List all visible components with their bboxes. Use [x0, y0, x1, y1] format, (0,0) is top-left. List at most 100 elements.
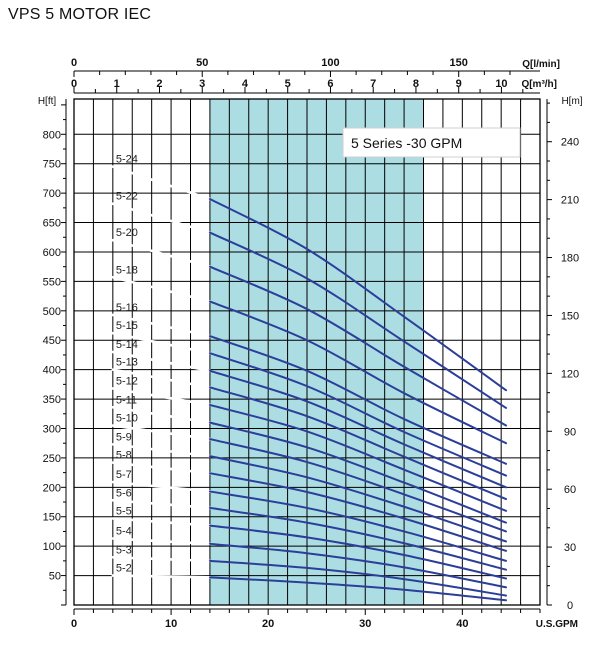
top-m3h-tick-label: 1 — [114, 78, 120, 90]
curve-label-5-18: 5-18 — [116, 264, 138, 276]
curve-5-3 — [208, 559, 508, 597]
curve-5-9 — [208, 455, 508, 543]
curve-5-11 — [208, 421, 508, 524]
curve-lead-in-5-12 — [111, 387, 212, 407]
curve-label-5-4: 5-4 — [116, 526, 132, 538]
curve-lead-in-5-3 — [111, 556, 212, 563]
right-m-unit-label: H[m] — [561, 96, 582, 107]
top-m3h-tick-label: 6 — [327, 78, 333, 90]
curve-5-24 — [208, 198, 508, 392]
curve-5-7 — [208, 490, 508, 562]
right-m-tick-label: 150 — [561, 310, 579, 322]
curve-label-5-10: 5-10 — [116, 413, 138, 425]
left-ft-tick-label: 50 — [49, 571, 61, 583]
top-lpm-unit-label: Q[l/min] — [522, 59, 560, 70]
right-m-tick-label: 60 — [564, 484, 576, 496]
series-annotation-text: 5 Series -30 GPM — [351, 135, 462, 151]
left-ft-tick-label: 600 — [43, 247, 61, 259]
curve-5-16 — [208, 335, 508, 465]
top-m3h-tick-label: 2 — [156, 78, 162, 90]
curve-lead-in-5-18 — [111, 275, 212, 303]
curve-5-15 — [208, 352, 508, 477]
curve-lead-in-5-11 — [111, 406, 212, 424]
recommended-range-band — [209, 99, 424, 605]
series-annotation-box — [342, 127, 521, 158]
curve-5-12 — [208, 403, 508, 512]
curve-label-5-20: 5-20 — [116, 227, 138, 239]
left-ft-unit-label: H[ft] — [38, 96, 57, 107]
plot-border — [73, 98, 541, 606]
top-m3h-tick-label: 9 — [456, 78, 462, 90]
right-m-tick-label: 210 — [561, 195, 579, 207]
top-lpm-tick-label: 50 — [196, 57, 208, 69]
top-m3h-tick-label: 7 — [370, 78, 376, 90]
top-m3h-tick-label: 3 — [199, 78, 205, 90]
curve-lead-in-5-2 — [111, 574, 212, 579]
top-m3h-tick-label: 4 — [242, 78, 249, 90]
curve-label-5-2: 5-2 — [116, 563, 132, 575]
curve-lead-in-5-20 — [111, 238, 212, 268]
curve-lead-in-5-15 — [111, 331, 212, 355]
curve-lead-in-5-5 — [111, 517, 212, 527]
curve-label-5-7: 5-7 — [116, 469, 132, 481]
top-lpm-tick-label: 100 — [321, 57, 339, 69]
right-m-tick-label: 180 — [561, 253, 579, 265]
bottom-gpm-tick-label: 0 — [71, 618, 77, 630]
top-lpm-tick-label: 0 — [71, 57, 77, 69]
right-m-tick-label: 120 — [561, 368, 579, 380]
bottom-gpm-tick-label: 40 — [456, 618, 468, 630]
left-ft-tick-label: 800 — [43, 129, 61, 141]
right-m-tick-label: 0 — [567, 600, 573, 612]
curve-lead-in-5-7 — [111, 480, 212, 493]
left-ft-tick-label: 150 — [43, 512, 61, 524]
left-ft-tick-label: 350 — [43, 394, 61, 406]
curve-label-5-9: 5-9 — [116, 431, 132, 443]
curves-group — [111, 165, 508, 602]
axis-ticks-group: 0 50 100 150 Q[l/min] 0 1 2 3 4 5 6 7 8 9 10 Q[m³/h] 0 10 2… — [38, 57, 583, 630]
curve-label-5-14: 5-14 — [116, 339, 138, 351]
curve-lead-in-5-10 — [111, 424, 212, 441]
curve-label-5-3: 5-3 — [116, 544, 132, 556]
recommended-band — [209, 99, 424, 605]
left-ft-tick-label: 200 — [43, 482, 61, 494]
curve-5-10 — [208, 438, 508, 533]
top-lpm-tick-label: 150 — [450, 57, 468, 69]
curve-5-2 — [208, 576, 508, 602]
curve-labels-group: 5-2 5-3 5-4 5-5 5-6 5-7 5-8 5-9 5-10 5-11 5-12 5-13… — [116, 154, 138, 575]
bottom-gpm-tick-label: 30 — [359, 618, 371, 630]
plot-frame — [73, 98, 541, 606]
curve-lead-in-5-24 — [111, 165, 212, 201]
top-m3h-tick-label: 0 — [71, 78, 77, 90]
bottom-gpm-tick-label: 20 — [262, 618, 274, 630]
curve-lead-in-5-4 — [111, 537, 212, 546]
curve-lead-in-5-9 — [111, 443, 212, 458]
left-ft-tick-label: 500 — [43, 306, 61, 318]
curve-5-4 — [208, 542, 508, 589]
left-ft-tick-label: 750 — [43, 159, 61, 171]
curve-lead-in-5-6 — [111, 498, 212, 510]
left-ft-tick-label: 400 — [43, 365, 61, 377]
curve-5-13 — [208, 386, 508, 501]
curve-label-5-6: 5-6 — [116, 487, 132, 499]
page-title: VPS 5 MOTOR IEC — [8, 6, 152, 23]
left-ft-tick-label: 550 — [43, 276, 61, 288]
right-m-tick-label: 90 — [564, 426, 576, 438]
left-ft-tick-label: 250 — [43, 453, 61, 465]
left-ft-tick-label: 300 — [43, 423, 61, 435]
curve-label-5-16: 5-16 — [116, 302, 138, 314]
curve-5-22 — [208, 231, 508, 409]
curve-label-5-12: 5-12 — [116, 375, 138, 387]
top-m3h-tick-label: 5 — [285, 78, 291, 90]
left-ft-tick-label: 650 — [43, 218, 61, 230]
curve-label-5-15: 5-15 — [116, 320, 138, 332]
top-m3h-unit-label: Q[m³/h] — [521, 79, 557, 90]
top-m3h-tick-label: 10 — [495, 78, 507, 90]
curve-5-20 — [208, 265, 508, 427]
left-ft-tick-label: 450 — [43, 335, 61, 347]
curve-5-6 — [208, 506, 508, 571]
curve-5-5 — [208, 524, 508, 580]
curve-lead-in-5-8 — [111, 461, 212, 475]
curve-label-5-5: 5-5 — [116, 506, 132, 518]
annotation-group: 5 Series -30 GPM — [342, 127, 521, 158]
